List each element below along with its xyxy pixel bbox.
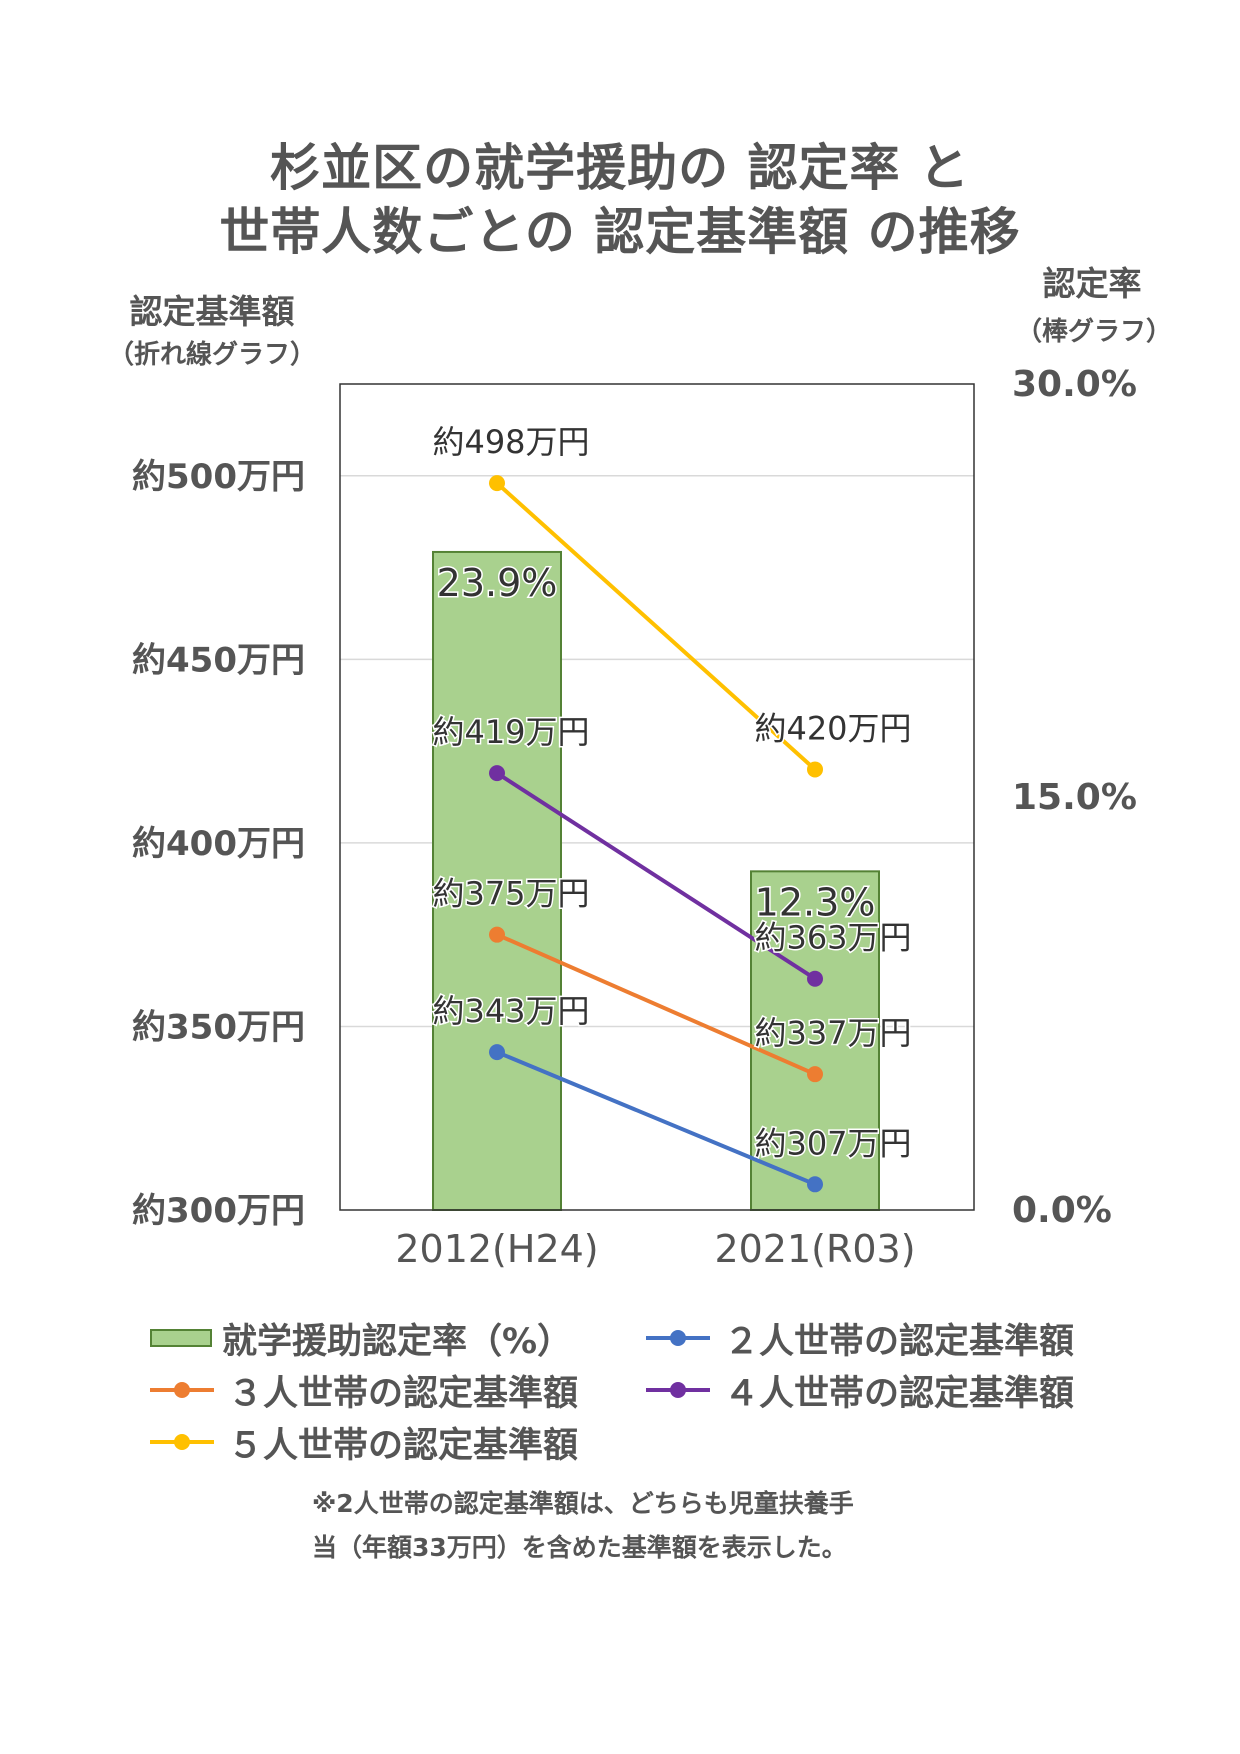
legend-item-3-person: ３人世帯の認定基準額 [150,1368,578,1414]
series-line [496,1050,816,1187]
left-axis-tick-label: 約500万円 [132,457,305,497]
left-axis-title: 認定基準額 [130,292,295,331]
legend-label: ５人世帯の認定基準額 [228,1425,579,1466]
series-point-label: 約375万円 [432,875,589,913]
bar [432,550,562,1211]
right-axis-tick-label: 0.0% [1012,1190,1112,1231]
series-point-label: 約363万円 [754,919,911,957]
legend-label: ４人世帯の認定基準額 [724,1373,1075,1414]
footnote: ※2人世帯の認定基準額は、どちらも児童扶養手 当（年額33万円）を含めた基準額を… [312,1482,854,1570]
legend-label: ２人世帯の認定基準額 [724,1321,1075,1362]
chart-title-line-2: 世帯人数ごとの 認定基準額 の推移 [219,203,1021,261]
footnote-line-1: ※2人世帯の認定基準額は、どちらも児童扶養手 [312,1489,854,1518]
right-axis-title: 認定率 [1043,264,1142,303]
legend-swatch-line [646,1379,710,1401]
legend-item-approval-rate: 就学援助認定率（%） [150,1316,572,1362]
chart-title-line-1: 杉並区の就学援助の 認定率 と [270,139,970,197]
series-line [495,481,817,771]
left-axis-tick-label: 約300万円 [132,1191,305,1231]
legend-swatch-line [150,1431,214,1453]
series-point [489,1044,505,1061]
series-point [807,970,823,987]
left-axis-tick-label: 約400万円 [132,824,305,864]
series-point [807,1176,823,1193]
footnote-line-2: 当（年額33万円）を含めた基準額を表示した。 [312,1533,847,1562]
series-line [495,771,817,981]
series-point [807,761,823,778]
legend-swatch-line [646,1327,710,1349]
left-axis-tick-label: 約350万円 [132,1007,305,1047]
series-point [489,926,505,943]
legend-item-2-person: ２人世帯の認定基準額 [646,1316,1074,1362]
legend-item-4-person: ４人世帯の認定基準額 [646,1368,1074,1414]
lines [489,475,823,1193]
bars [432,550,880,1212]
left-axis-subtitle: （折れ線グラフ） [108,339,316,370]
legend-label: ３人世帯の認定基準額 [228,1373,579,1414]
bar-value-label: 23.9% [437,561,558,605]
series-point-label: 約419万円 [432,713,589,751]
series-point [489,765,505,782]
series-point-label: 約420万円 [754,709,911,747]
series-point-label: 約337万円 [754,1014,911,1052]
series-point-label: 約307万円 [754,1124,911,1162]
legend-label: 就学援助認定率（%） [222,1321,573,1362]
legend-swatch-bar [150,1329,212,1347]
series-point [489,475,505,492]
x-axis-tick-label: 2021(R03) [714,1227,915,1271]
series-point [807,1066,823,1083]
bar-value-label: 12.3% [755,880,876,924]
x-axis-tick-label: 2012(H24) [395,1227,598,1271]
left-axis-tick-label: 約450万円 [132,640,305,680]
series-point-label: 約343万円 [432,992,589,1030]
bar [750,870,880,1212]
legend-item-5-person: ５人世帯の認定基準額 [150,1420,578,1466]
plot-border [339,383,975,1211]
series-point-label: 約498万円 [432,423,589,461]
right-axis-tick-label: 30.0% [1012,364,1137,405]
legend-swatch-line [150,1379,214,1401]
right-axis-subtitle: （棒グラフ） [1016,317,1172,347]
right-axis-tick-label: 15.0% [1012,777,1137,818]
series-line [496,932,816,1077]
